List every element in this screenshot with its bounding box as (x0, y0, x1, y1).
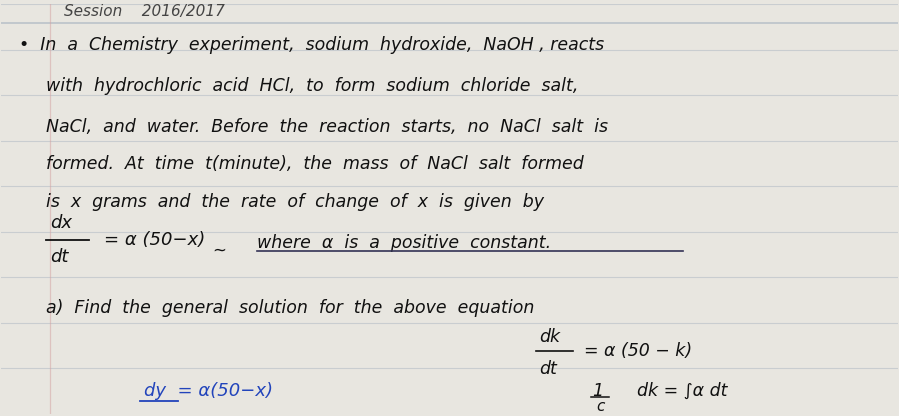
Text: 1      dk = ∫α dt: 1 dk = ∫α dt (593, 382, 727, 400)
Text: where  α  is  a  positive  constant.: where α is a positive constant. (256, 233, 551, 252)
Text: with  hydrochloric  acid  HCl,  to  form  sodium  chloride  salt,: with hydrochloric acid HCl, to form sodi… (46, 77, 578, 95)
Text: ~: ~ (212, 242, 227, 260)
Text: dx: dx (50, 214, 72, 233)
Text: a)  Find  the  general  solution  for  the  above  equation: a) Find the general solution for the abo… (46, 299, 534, 317)
Text: dt: dt (50, 248, 68, 266)
Text: formed.  At  time  t(minute),  the  mass  of  NaCl  salt  formed: formed. At time t(minute), the mass of N… (46, 155, 583, 173)
Text: dk: dk (539, 328, 560, 346)
Text: •  In  a  Chemistry  experiment,  sodium  hydroxide,  NaOH , reacts: • In a Chemistry experiment, sodium hydr… (19, 36, 604, 54)
Text: = α (50 − k): = α (50 − k) (584, 342, 692, 360)
Text: Session    2016/2017: Session 2016/2017 (64, 4, 225, 19)
Text: dt: dt (539, 359, 557, 378)
Text: is  x  grams  and  the  rate  of  change  of  x  is  given  by: is x grams and the rate of change of x i… (46, 193, 544, 210)
Text: NaCl,  and  water.  Before  the  reaction  starts,  no  NaCl  salt  is: NaCl, and water. Before the reaction sta… (46, 118, 608, 136)
Text: dy  = α(50−x): dy = α(50−x) (145, 382, 273, 400)
Text: = α (50−x): = α (50−x) (104, 231, 205, 249)
Text: c: c (596, 399, 604, 414)
